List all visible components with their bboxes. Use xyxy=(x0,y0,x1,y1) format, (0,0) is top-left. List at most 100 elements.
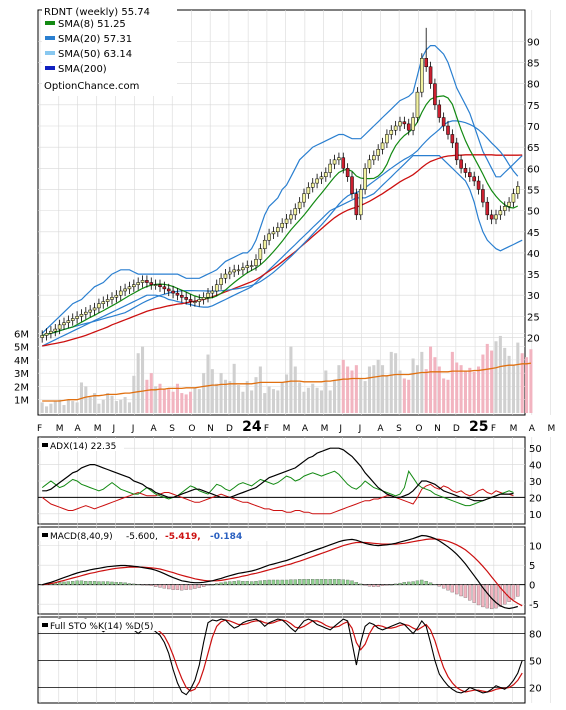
macd-hist-bar xyxy=(249,581,254,585)
macd-hist-bar xyxy=(162,584,167,589)
sto-panel-frame xyxy=(37,616,526,704)
candle-body xyxy=(363,168,367,190)
price-tick-label: 75 xyxy=(527,101,540,112)
macd-hist-bar xyxy=(376,584,380,587)
macd-signal-label: -5.419, xyxy=(165,532,201,542)
macd-hist-bar xyxy=(245,581,249,585)
volume-bar xyxy=(394,353,398,413)
volume-bar xyxy=(407,379,411,413)
candle-body xyxy=(84,311,88,315)
sto-tick-label: 50 xyxy=(529,657,542,668)
macd-hist-bar xyxy=(62,581,66,585)
volume-bar xyxy=(437,366,441,413)
sto-label: Full STO %K(14) %D(5) xyxy=(50,622,153,632)
macd-hist-bar xyxy=(145,584,149,586)
candle-body xyxy=(175,292,180,296)
macd-label: MACD(8,40,9) xyxy=(50,532,113,542)
price-tick-label: 80 xyxy=(527,80,540,91)
sma20-line xyxy=(42,120,519,336)
candle-body xyxy=(411,117,415,131)
volume-bar xyxy=(503,347,507,413)
candle-body xyxy=(70,318,75,321)
macd-hist-bar xyxy=(267,579,271,585)
sma50-line xyxy=(42,154,523,347)
sto-tick-label: 20 xyxy=(529,684,542,695)
volume-layer xyxy=(40,335,533,413)
volume-bar xyxy=(136,353,140,413)
volume-bar xyxy=(241,391,245,413)
macd-hist-bar xyxy=(450,584,455,593)
candle-body xyxy=(428,66,433,84)
x-tick-label: J xyxy=(358,424,362,434)
volume-bar xyxy=(88,397,92,413)
candle-body xyxy=(485,201,490,216)
macd-hist-bar xyxy=(171,584,175,590)
volume-bar xyxy=(333,379,337,413)
candle-body xyxy=(110,297,114,300)
volume-bar xyxy=(40,402,44,413)
price-panel-frame xyxy=(37,9,526,416)
x-tick-label: S xyxy=(396,424,402,434)
volume-bar xyxy=(311,383,315,413)
candle-body xyxy=(463,168,468,173)
macd-hist-bar xyxy=(97,581,101,585)
volume-bar xyxy=(114,401,118,413)
candle-body xyxy=(219,278,223,285)
volume-bar xyxy=(481,354,485,413)
macd-hist-bar xyxy=(324,579,328,585)
macd-hist-bar xyxy=(75,580,79,585)
macd-hist-bar xyxy=(393,583,398,585)
candle-body xyxy=(123,288,127,292)
volume-bar xyxy=(180,393,184,413)
candle-body xyxy=(271,231,276,235)
candle-body xyxy=(498,210,503,216)
volume-tick-label: 2M xyxy=(14,382,29,393)
macd-hist-bar xyxy=(167,584,171,590)
candle-body xyxy=(376,149,380,156)
macd-hist-bar xyxy=(407,581,411,585)
legend-swatch-sma200 xyxy=(45,66,55,70)
volume-bar xyxy=(372,365,376,413)
volume-bar xyxy=(498,335,502,413)
candle-body xyxy=(188,299,193,302)
candle-body xyxy=(398,121,402,127)
candle-body xyxy=(228,271,232,275)
volume-bar xyxy=(477,366,481,413)
candle-body xyxy=(101,301,106,304)
macd-hist-bar xyxy=(223,581,228,585)
macd-hist-bar xyxy=(498,584,503,607)
candle-body xyxy=(507,201,511,207)
macd-hist-bar xyxy=(101,581,105,585)
candle-body xyxy=(306,187,311,194)
candle-body xyxy=(249,265,254,267)
macd-hist-bar xyxy=(468,584,472,601)
volume-bar xyxy=(402,378,406,413)
price-tick-label: 30 xyxy=(527,291,540,302)
macd-hist-bar xyxy=(345,579,350,585)
x-tick-label: N xyxy=(207,424,214,434)
volume-bar xyxy=(250,390,254,413)
macd-hist-bar xyxy=(455,584,459,595)
candle-body xyxy=(341,157,346,169)
macd-hist-bar xyxy=(372,584,376,587)
volume-bar xyxy=(237,385,241,413)
price-tick-label: 55 xyxy=(527,185,540,196)
legend-swatch-sma50 xyxy=(45,51,55,55)
candle-body xyxy=(420,58,424,93)
volume-bar xyxy=(468,367,472,413)
candle-body xyxy=(40,335,44,338)
macd-hist-label: -0.184 xyxy=(210,532,242,542)
legend-sma50: SMA(50) 63.14 xyxy=(58,49,132,60)
x-tick-label: J xyxy=(111,424,115,434)
macd-hist-bar xyxy=(511,584,516,600)
macd-hist-bar xyxy=(293,579,297,585)
candle-body xyxy=(502,206,507,211)
volume-bar xyxy=(363,381,367,413)
price-tick-label: 40 xyxy=(527,249,540,260)
adx-dip-line xyxy=(41,470,514,507)
volume-bar xyxy=(285,374,289,413)
sma8-line xyxy=(42,95,519,336)
volume-bar xyxy=(93,393,97,413)
macd-hist-bar xyxy=(315,579,319,585)
x-tick-label: J xyxy=(338,424,342,434)
